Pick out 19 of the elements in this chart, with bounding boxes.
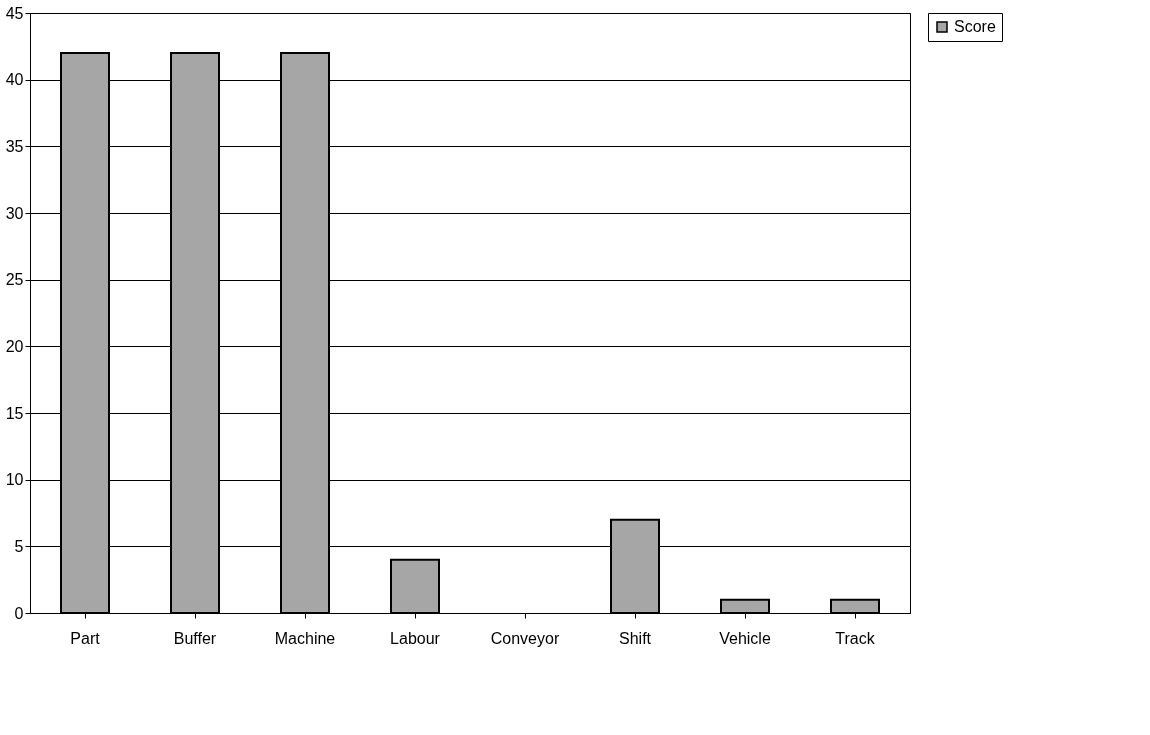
y-tick-label: 10 — [5, 471, 24, 489]
y-tick-label: 25 — [5, 271, 24, 289]
x-tick-label: Machine — [274, 629, 336, 647]
y-tick-label: 5 — [14, 537, 24, 555]
y-tick-label: 30 — [5, 204, 24, 222]
x-tick-label: Part — [70, 629, 101, 647]
x-tick-label: Conveyor — [490, 629, 560, 647]
x-tick-label: Vehicle — [719, 629, 771, 647]
x-tick-label: Shift — [618, 629, 652, 647]
x-tick-label: Buffer — [173, 629, 217, 647]
x-tick-label: Track — [835, 629, 876, 647]
y-tick-label: 0 — [14, 604, 24, 622]
y-tick-label: 20 — [5, 337, 24, 355]
y-tick-label: 45 — [5, 4, 24, 22]
y-tick-label: 35 — [5, 137, 24, 155]
legend-label: Score — [954, 18, 996, 35]
y-tick-label: 40 — [5, 71, 24, 89]
x-tick-label: Labour — [390, 629, 441, 647]
y-tick-label: 15 — [5, 404, 24, 422]
